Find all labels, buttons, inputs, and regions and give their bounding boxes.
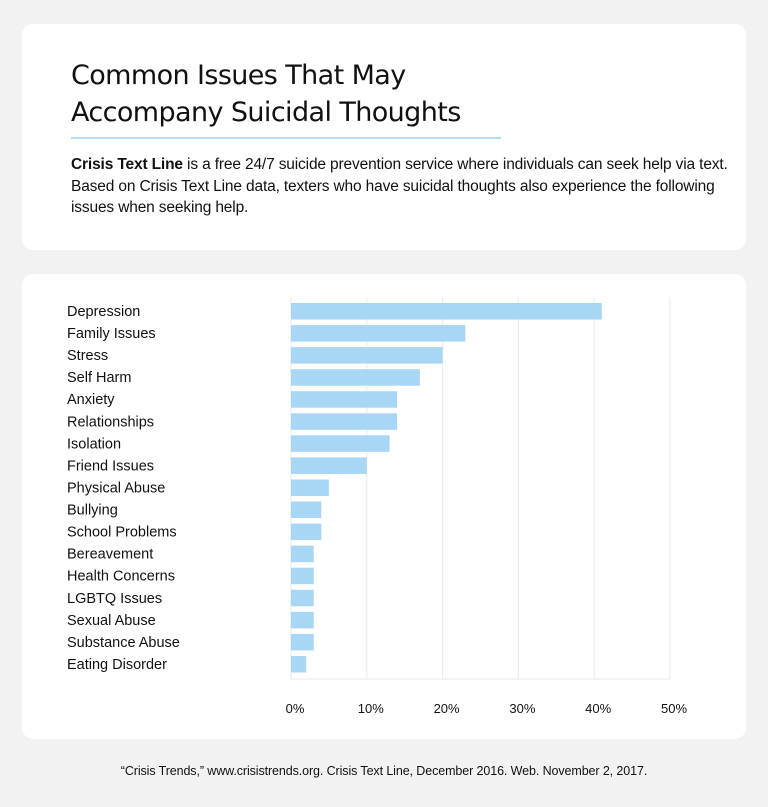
bar-family-issues <box>291 325 466 342</box>
bar-relationships <box>291 413 398 430</box>
category-label: Depression <box>67 304 140 320</box>
x-tick-label: 10% <box>358 701 384 716</box>
x-tick-label: 30% <box>509 701 535 716</box>
bar-bullying <box>291 501 322 519</box>
bar-school-problems <box>291 523 322 541</box>
intro-card: Common Issues That May Accompany Suicida… <box>22 24 746 250</box>
bar-depression <box>291 303 602 320</box>
x-tick-label: 40% <box>585 701 611 716</box>
bar-lgbtq-issues <box>291 589 314 607</box>
category-label: Family Issues <box>67 326 156 342</box>
x-tick-label: 20% <box>434 701 460 716</box>
category-label: Isolation <box>67 436 121 452</box>
category-label: Physical Abuse <box>67 480 165 496</box>
category-label: Sexual Abuse <box>67 613 156 629</box>
category-labels: Depression Family Issues Stress Self Harm An… <box>67 304 180 673</box>
bar-self-harm <box>291 369 420 386</box>
bar-isolation <box>291 435 390 452</box>
category-label: Anxiety <box>67 392 115 408</box>
title-line-2: Accompany Suicidal Thoughts <box>71 97 461 128</box>
category-label: Self Harm <box>67 370 131 386</box>
category-label: LGBTQ Issues <box>67 591 162 607</box>
x-tick-labels: 0% 10% 20% 30% 40% 50% <box>286 701 688 716</box>
category-label: Stress <box>67 348 108 364</box>
category-label: Health Concerns <box>67 569 175 585</box>
bar-eating-disorder <box>291 655 307 673</box>
description-org-name: Crisis Text Line <box>71 156 183 173</box>
description: Crisis Text Line is a free 24/7 suicide … <box>71 154 731 219</box>
bar-bereavement <box>291 545 314 563</box>
bar-anxiety <box>291 391 398 408</box>
category-label: Substance Abuse <box>67 635 180 651</box>
bar-sexual-abuse <box>291 611 314 629</box>
category-label: Eating Disorder <box>67 657 167 673</box>
category-label: Friend Issues <box>67 458 154 474</box>
category-label: Relationships <box>67 414 154 430</box>
description-text: is a free 24/7 suicide prevention servic… <box>71 156 728 216</box>
category-label: Bullying <box>67 503 118 519</box>
bar-substance-abuse <box>291 633 314 651</box>
chart-card: Depression Family Issues Stress Self Harm An… <box>22 274 746 739</box>
citation: “Crisis Trends,” www.crisistrends.org. C… <box>120 764 648 778</box>
bar-friend-issues <box>291 457 367 474</box>
bars <box>291 303 602 673</box>
category-label: School Problems <box>67 525 177 541</box>
bar-physical-abuse <box>291 479 329 496</box>
bar-stress <box>291 347 443 364</box>
title-line-1: Common Issues That May <box>71 60 406 91</box>
title-underline <box>71 137 501 139</box>
x-tick-label: 0% <box>286 701 305 716</box>
bar-chart: Depression Family Issues Stress Self Harm An… <box>67 297 688 716</box>
bar-health-concerns <box>291 567 314 585</box>
page-title: Common Issues That May Accompany Suicida… <box>71 57 591 131</box>
category-label: Bereavement <box>67 547 153 563</box>
x-tick-label: 50% <box>661 701 687 716</box>
